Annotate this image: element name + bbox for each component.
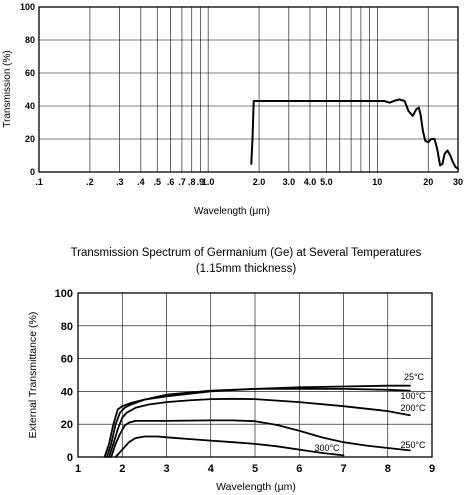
top-plot-transmission-line <box>250 98 459 170</box>
top-plot-x-tick-label: 30 <box>453 177 463 187</box>
bottom-plot-series-line <box>110 419 411 458</box>
bottom-plot-series-label: 250°C <box>400 440 426 450</box>
bottom-plot-subtitle: (1.15mm thickness) <box>196 263 297 275</box>
top-plot-y-tick-label: 60 <box>25 68 35 78</box>
top-plot-x-tick-label: 4.0 <box>304 177 317 187</box>
top-plot-x-axis-title: Wavelength (μm) <box>194 206 270 217</box>
top-plot-y-tick-label: 100 <box>20 2 35 12</box>
top-plot-gridlines <box>39 7 458 172</box>
bottom-plot-x-tick-label: 6 <box>296 463 302 475</box>
top-plot-y-tick-label: 80 <box>25 35 35 45</box>
top-plot-x-tick-label: .5 <box>153 177 161 187</box>
bottom-plot-series <box>103 384 411 458</box>
bottom-plot-frame <box>77 292 433 458</box>
top-plot-y-tick-label: 40 <box>25 101 35 111</box>
bottom-plot-series-label: 100°C <box>400 391 426 401</box>
top-plot-x-tick-label: .9 <box>197 177 205 187</box>
bottom-plot-series-line <box>108 397 411 458</box>
bottom-plot-x-axis-title: Wavelength (μm) <box>216 481 296 493</box>
top-plot-x-tick-label: .4 <box>137 177 145 187</box>
bottom-plot-series-label: 25°C <box>404 372 425 382</box>
bottom-plot-x-tick-label: 2 <box>119 463 125 475</box>
top-plot-y-tick-label: 0 <box>30 167 35 177</box>
top-plot-x-tick-label: 3.0 <box>283 177 296 187</box>
top-plot-x-tick-label: .1 <box>35 177 43 187</box>
bottom-plot-series-line <box>114 435 345 458</box>
bottom-plot-series-labels: 25°C 100°C 200°C 250°C 300°C <box>314 372 426 453</box>
top-plot-x-tick-label: 2.0 <box>253 177 266 187</box>
bottom-plot-gridlines <box>78 293 432 457</box>
top-plot-x-tick-label: .8 <box>188 177 196 187</box>
bottom-plot-series-label: 300°C <box>314 443 340 453</box>
top-plot-x-tick-label: .7 <box>178 177 186 187</box>
bottom-plot-x-tick-label: 5 <box>252 463 258 475</box>
bottom-plot-series-line <box>105 387 411 458</box>
bottom-plot-x-tick-label: 8 <box>385 463 391 475</box>
top-transmission-plot: 0 20 40 60 80 100 .1 .2 .3 .4 .5 .6.7.8.91.0 2.0 3.0 4… <box>2 2 463 217</box>
bottom-plot-series-label: 200°C <box>400 403 426 413</box>
top-plot-tick-labels: 0 20 40 60 80 100 .1 .2 .3 .4 .5 .6.7.8.91.0 2.0 3.0 4… <box>20 2 463 187</box>
top-plot-series <box>250 98 459 170</box>
bottom-plot-x-tick-label: 9 <box>429 463 435 475</box>
bottom-plot-y-tick-label: 40 <box>61 386 73 398</box>
bottom-plot-x-tick-label: 4 <box>208 463 215 475</box>
top-plot-x-tick-label: .3 <box>116 177 124 187</box>
top-plot-x-tick-label: 1.0 <box>202 177 215 187</box>
top-plot-x-tick-label: 10 <box>372 177 382 187</box>
top-plot-x-tick-label: 5.0 <box>320 177 333 187</box>
top-plot-frame <box>38 6 459 173</box>
top-plot-x-tick-label: .6 <box>167 177 175 187</box>
top-plot-y-tick-label: 20 <box>25 134 35 144</box>
bottom-plot-y-axis-title: External Transmittance (%) <box>27 312 39 439</box>
bottom-plot-y-tick-label: 20 <box>61 419 73 431</box>
bottom-plot-y-tick-label: 0 <box>67 452 73 464</box>
bottom-plot-x-tick-label: 7 <box>340 463 346 475</box>
bottom-plot-x-tick-label: 1 <box>75 463 81 475</box>
bottom-plot-y-tick-label: 60 <box>61 354 73 366</box>
top-plot-x-tick-label: .2 <box>86 177 94 187</box>
bottom-plot-title: Transmission Spectrum of Germanium (Ge) … <box>71 247 422 259</box>
bottom-plot-tick-labels: 1 2 3 4 5 6 7 8 9 0 20 40 60 80 100 <box>55 288 435 475</box>
top-plot-x-tick-label: 20 <box>423 177 433 187</box>
top-plot-y-axis-title: Transmission (%) <box>2 50 13 127</box>
bottom-germanium-plot: Transmission Spectrum of Germanium (Ge) … <box>27 247 435 493</box>
bottom-plot-x-tick-label: 3 <box>163 463 169 475</box>
bottom-plot-y-tick-label: 80 <box>61 321 73 333</box>
bottom-plot-y-tick-label: 100 <box>55 288 73 300</box>
